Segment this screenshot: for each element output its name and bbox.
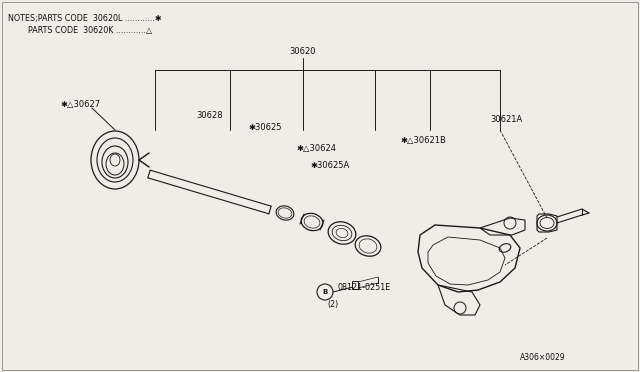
Text: ✱30625: ✱30625: [248, 124, 282, 132]
Text: (2): (2): [327, 301, 339, 310]
Text: ✱△30624: ✱△30624: [296, 144, 336, 153]
Text: ✱△30621B: ✱△30621B: [400, 135, 446, 144]
Text: 30621A: 30621A: [490, 115, 522, 125]
Text: 30620: 30620: [290, 48, 316, 57]
Text: Α306×0029: Α306×0029: [520, 353, 566, 362]
Text: ✱30625A: ✱30625A: [310, 160, 349, 170]
Text: B: B: [323, 289, 328, 295]
Text: ✱△30627: ✱△30627: [60, 100, 100, 109]
Text: PARTS CODE  30620K ............△: PARTS CODE 30620K ............△: [8, 26, 152, 35]
Text: 08121-0251E: 08121-0251E: [337, 282, 390, 292]
Text: 30628: 30628: [196, 110, 223, 119]
Text: NOTES;PARTS CODE  30620L ............✱: NOTES;PARTS CODE 30620L ............✱: [8, 13, 162, 22]
